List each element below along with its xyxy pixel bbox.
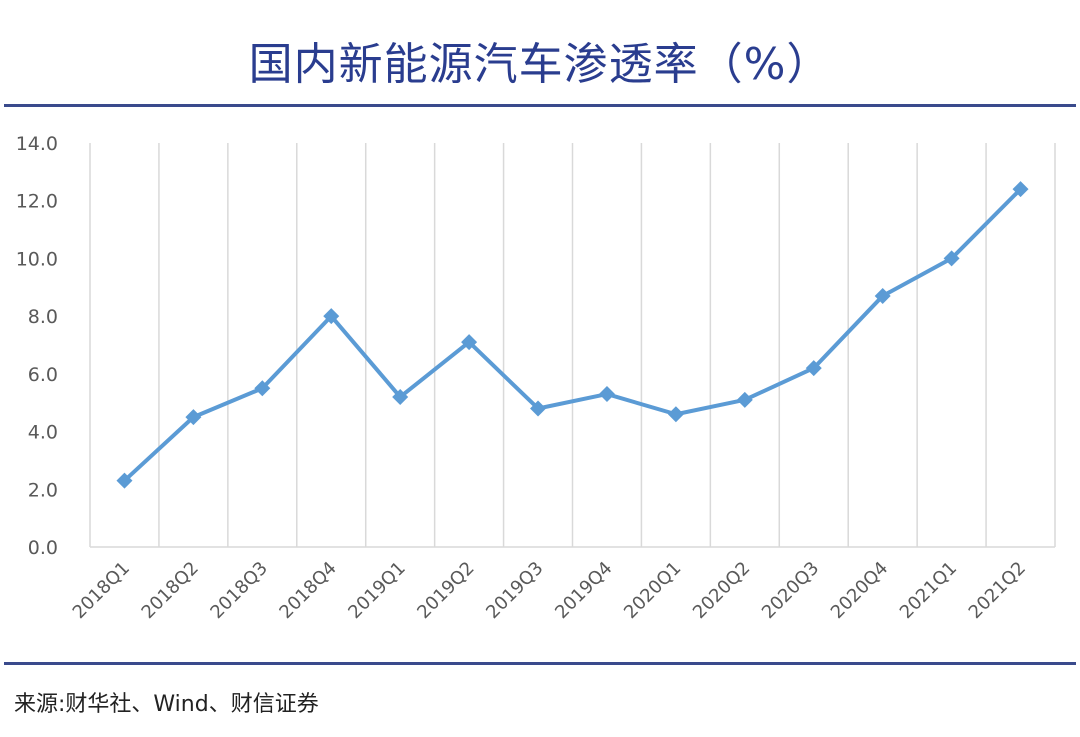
data-point	[598, 386, 615, 403]
x-tick-label: 2019Q4	[551, 558, 616, 623]
y-tick-label: 4.0	[28, 422, 58, 444]
y-tick-label: 2.0	[28, 479, 58, 501]
x-tick-label: 2018Q2	[138, 558, 203, 623]
x-tick-label: 2019Q1	[344, 558, 409, 623]
data-point	[323, 308, 340, 325]
source-note: 来源:财华社、Wind、财信证券	[14, 692, 319, 717]
data-point	[392, 388, 409, 405]
y-tick-label: 8.0	[28, 306, 58, 328]
series-line	[122, 187, 1023, 483]
y-tick-label: 0.0	[28, 537, 58, 559]
x-axis-ticks: 2018Q1 2018Q2 2018Q3 2018Q4 2019Q1 2019Q2 2019…	[69, 558, 1030, 623]
data-point	[805, 360, 822, 377]
x-tick-label: 2020Q2	[689, 558, 754, 623]
data-point	[116, 472, 133, 489]
data-point	[530, 400, 547, 417]
data-point	[185, 409, 202, 426]
x-tick-label: 2020Q3	[758, 558, 823, 623]
data-point	[874, 287, 891, 304]
y-tick-label: 10.0	[16, 248, 58, 270]
y-tick-label: 6.0	[28, 364, 58, 386]
x-tick-label: 2019Q2	[413, 558, 478, 623]
x-tick-label: 2018Q1	[69, 558, 134, 623]
x-tick-label: 2019Q3	[482, 558, 547, 623]
grid-lines	[89, 143, 1056, 548]
series-layer	[116, 181, 1029, 489]
data-point	[254, 380, 271, 397]
x-tick-label: 2020Q4	[827, 558, 892, 623]
x-tick-label: 2021Q2	[965, 558, 1030, 623]
data-point	[461, 334, 478, 351]
line-chart: 0.0 2.0 4.0 6.0 8.0 10.0 12.0 14.0 2018Q1 2018Q2…	[16, 133, 1056, 623]
title-divider	[4, 104, 1076, 107]
y-axis-ticks: 0.0 2.0 4.0 6.0 8.0 10.0 12.0 14.0	[16, 133, 58, 559]
y-tick-label: 14.0	[16, 133, 58, 155]
x-tick-label: 2018Q4	[275, 558, 340, 623]
x-tick-label: 2021Q1	[896, 558, 961, 623]
x-tick-label: 2020Q1	[620, 558, 685, 623]
data-point	[1012, 181, 1029, 198]
data-point	[667, 406, 684, 423]
chart-title: 国内新能源汽车渗透率（%）	[248, 39, 832, 90]
x-tick-label: 2018Q3	[206, 558, 271, 623]
footer-divider	[4, 662, 1076, 665]
data-point	[736, 391, 753, 408]
y-tick-label: 12.0	[16, 191, 58, 213]
data-point	[943, 250, 960, 267]
